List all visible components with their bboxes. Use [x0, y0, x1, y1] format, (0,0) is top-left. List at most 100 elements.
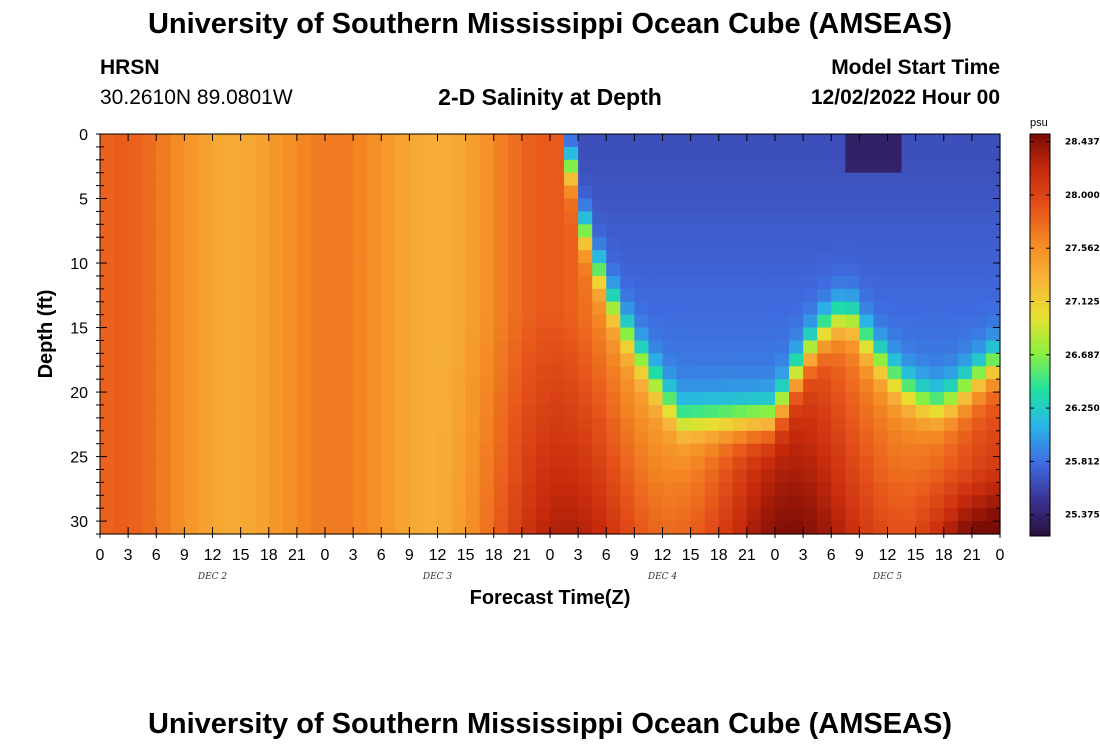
heatmap-cell	[592, 185, 607, 200]
heatmap-cell	[325, 366, 340, 380]
heatmap-cell	[100, 288, 115, 303]
heatmap-cell	[704, 417, 720, 432]
heatmap-cell	[437, 301, 453, 316]
heatmap-cell	[887, 430, 903, 445]
heatmap-cell	[887, 443, 903, 458]
heatmap-cell	[409, 275, 425, 290]
heatmap-cell	[310, 237, 326, 251]
heatmap-cell	[929, 146, 945, 161]
heatmap-cell	[353, 275, 368, 290]
heatmap-cell	[226, 146, 242, 161]
heatmap-cell	[859, 327, 875, 342]
heatmap-cell	[634, 417, 650, 432]
heatmap-cell	[521, 508, 537, 522]
heatmap-cell	[901, 469, 917, 483]
heatmap-cell	[409, 327, 425, 342]
heatmap-cell	[535, 353, 551, 367]
heatmap-cell	[367, 134, 382, 148]
heatmap-cell	[985, 430, 1001, 445]
heatmap-cell	[746, 314, 762, 329]
heatmap-cell	[732, 392, 748, 406]
heatmap-cell	[915, 495, 931, 509]
heatmap-cell	[212, 301, 228, 316]
heatmap-cell	[423, 521, 439, 535]
heatmap-cell	[704, 211, 720, 225]
heatmap-cell	[760, 301, 776, 316]
x-tick-label: 6	[827, 547, 836, 564]
heatmap-cell	[704, 392, 720, 406]
heatmap-cell	[662, 185, 678, 200]
heatmap-cell	[128, 456, 143, 471]
heatmap-cell	[718, 430, 734, 445]
colorbar-tick-label: 27.1250	[1065, 298, 1100, 308]
heatmap-cell	[339, 288, 354, 303]
heatmap-cell	[845, 430, 860, 445]
heatmap-cell	[465, 301, 481, 316]
heatmap-cell	[212, 314, 228, 329]
heatmap-cell	[550, 224, 565, 238]
heatmap-cell	[465, 340, 481, 354]
heatmap-cell	[282, 379, 298, 393]
heatmap-cell	[578, 185, 593, 200]
heatmap-cell	[268, 353, 284, 367]
heatmap-cell	[845, 288, 860, 303]
heatmap-cell	[437, 508, 453, 522]
heatmap-cell	[985, 366, 1001, 380]
heatmap-cell	[831, 366, 846, 380]
heatmap-cell	[423, 482, 439, 496]
heatmap-cell	[648, 224, 664, 238]
heatmap-cell	[887, 198, 903, 213]
heatmap-cell	[395, 404, 410, 419]
heatmap-cell	[479, 353, 495, 367]
heatmap-cell	[184, 482, 200, 496]
heatmap-cell	[901, 288, 917, 303]
heatmap-cell	[564, 443, 579, 458]
heatmap-cell	[873, 456, 889, 471]
heatmap-cell	[817, 495, 832, 509]
heatmap-cell	[353, 314, 368, 329]
heatmap-cell	[929, 159, 945, 174]
heatmap-cell	[817, 263, 832, 277]
heatmap-cell	[901, 443, 917, 458]
heatmap-cell	[929, 237, 945, 251]
heatmap-cell	[957, 456, 973, 471]
heatmap-cell	[268, 263, 284, 277]
heatmap-cell	[676, 172, 692, 187]
heatmap-cell	[310, 250, 326, 264]
heatmap-cell	[170, 314, 185, 329]
heatmap-cell	[423, 366, 439, 380]
heatmap-cell	[929, 443, 945, 458]
heatmap-cell	[592, 443, 607, 458]
heatmap-cell	[212, 250, 228, 264]
heatmap-cell	[634, 301, 650, 316]
heatmap-cell	[648, 185, 664, 200]
heatmap-cell	[775, 417, 790, 432]
heatmap-cell	[339, 185, 354, 200]
heatmap-cell	[409, 237, 425, 251]
heatmap-cell	[128, 134, 143, 148]
heatmap-cell	[535, 379, 551, 393]
heatmap-cell	[395, 495, 410, 509]
heatmap-cell	[142, 430, 157, 445]
heatmap-cell	[423, 134, 439, 148]
heatmap-cell	[662, 456, 678, 471]
heatmap-cell	[831, 237, 846, 251]
heatmap-cell	[198, 482, 214, 496]
heatmap-cell	[690, 314, 706, 329]
heatmap-cell	[831, 134, 846, 148]
heatmap-cell	[634, 327, 650, 342]
heatmap-cell	[985, 353, 1001, 367]
heatmap-cell	[198, 521, 214, 535]
heatmap-cell	[606, 198, 621, 213]
heatmap-cell	[128, 159, 143, 174]
heatmap-cell	[409, 146, 425, 161]
heatmap-cell	[282, 521, 298, 535]
heatmap-cell	[775, 263, 790, 277]
heatmap-cell	[887, 404, 903, 419]
heatmap-cell	[592, 224, 607, 238]
heatmap-cell	[268, 469, 284, 483]
heatmap-cell	[367, 340, 382, 354]
heatmap-cell	[367, 301, 382, 316]
heatmap-cell	[718, 417, 734, 432]
heatmap-cell	[282, 224, 298, 238]
